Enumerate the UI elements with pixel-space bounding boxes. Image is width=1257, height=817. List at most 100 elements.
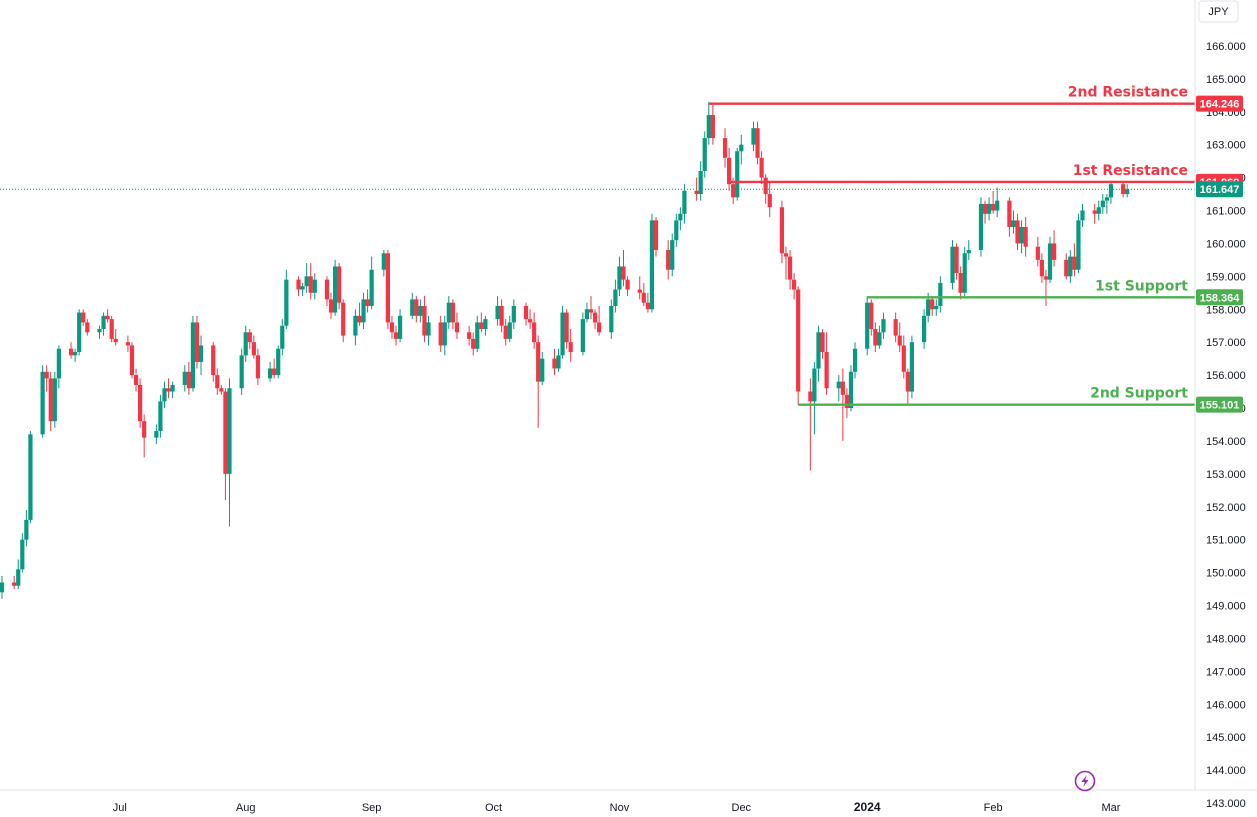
candle[interactable] [991,190,996,214]
candle[interactable] [995,187,1000,218]
candle[interactable] [219,384,224,395]
candle[interactable] [154,424,159,445]
currency-unit-box[interactable]: JPY [1198,0,1239,23]
candle[interactable] [706,101,711,145]
candle[interactable] [666,240,671,280]
candle[interactable] [625,276,630,297]
candle[interactable] [227,378,232,527]
candle[interactable] [1011,210,1016,234]
lightning-icon[interactable] [1074,770,1096,792]
candle[interactable] [158,394,163,438]
candle[interactable] [357,302,362,326]
candle[interactable] [105,309,110,323]
candle[interactable] [1039,253,1044,283]
candle[interactable] [881,312,886,339]
candle[interactable] [852,342,858,379]
candle[interactable] [523,302,529,326]
candle[interactable] [1108,180,1114,204]
candle[interactable] [670,233,675,277]
candle[interactable] [471,332,476,356]
candle[interactable] [597,305,602,336]
candle[interactable] [1080,203,1085,227]
candle[interactable] [328,292,334,320]
candle[interactable] [877,325,882,349]
candle[interactable] [869,299,874,336]
candle[interactable] [568,329,573,362]
candle[interactable] [186,361,191,395]
candle[interactable] [966,240,971,260]
candle[interactable] [796,286,801,405]
candle[interactable] [954,243,959,280]
candle[interactable] [844,388,850,418]
candle[interactable] [56,345,61,389]
candle[interactable] [442,315,447,356]
candle[interactable] [101,312,106,336]
candle[interactable] [617,256,622,297]
candle[interactable] [759,151,764,185]
candle[interactable] [337,263,342,310]
candle[interactable] [1104,194,1109,214]
candle[interactable] [211,342,216,382]
candle[interactable] [678,207,683,231]
candle[interactable] [552,348,557,376]
plot-area[interactable] [0,101,1130,599]
candle[interactable] [1019,220,1024,254]
candle[interactable] [1100,194,1105,214]
candle[interactable] [950,240,955,290]
candle[interactable] [751,121,756,152]
candle[interactable] [280,319,285,356]
candle[interactable] [527,309,533,329]
candle[interactable] [324,276,330,306]
candle[interactable] [727,147,732,191]
candle[interactable] [674,213,679,247]
candle[interactable] [588,296,594,320]
candle[interactable] [792,273,797,300]
candle[interactable] [446,296,451,329]
candle[interactable] [182,365,187,392]
candle[interactable] [584,302,590,323]
candle[interactable] [138,378,143,428]
candle[interactable] [641,282,646,306]
candle[interactable] [698,161,703,201]
candle[interactable] [1125,184,1130,198]
candle[interactable] [564,309,569,349]
candle[interactable] [767,180,772,218]
candle[interactable] [1096,200,1101,221]
candle[interactable] [682,184,687,224]
candle[interactable] [28,431,33,524]
candle[interactable] [702,131,707,178]
candle[interactable] [77,309,82,356]
candle[interactable] [1064,253,1069,280]
candle[interactable] [1051,230,1057,267]
candle[interactable] [243,325,248,362]
candle[interactable] [284,269,289,329]
candle[interactable] [649,213,655,313]
candle[interactable] [48,371,53,432]
candle[interactable] [247,329,252,349]
candle[interactable] [296,276,301,297]
candle[interactable] [276,345,281,379]
candle[interactable] [418,299,423,323]
candle[interactable] [81,309,86,326]
candle[interactable] [97,325,102,339]
candle[interactable] [170,381,175,399]
candle[interactable] [341,299,346,343]
candle[interactable] [426,315,431,346]
candle[interactable] [255,348,261,385]
candle[interactable] [930,296,935,316]
candle[interactable] [499,299,504,333]
candle[interactable] [44,365,49,392]
candle[interactable] [142,414,147,458]
candle[interactable] [414,296,419,323]
candle[interactable] [962,246,967,297]
candle[interactable] [85,319,90,336]
candle[interactable] [304,263,309,293]
candle[interactable] [1023,217,1028,257]
candle[interactable] [361,292,366,329]
candle[interactable] [109,315,114,343]
candle[interactable] [540,352,545,385]
candle[interactable] [308,263,313,300]
candle[interactable] [1047,236,1053,283]
candle[interactable] [592,309,598,329]
candle[interactable] [536,335,541,428]
